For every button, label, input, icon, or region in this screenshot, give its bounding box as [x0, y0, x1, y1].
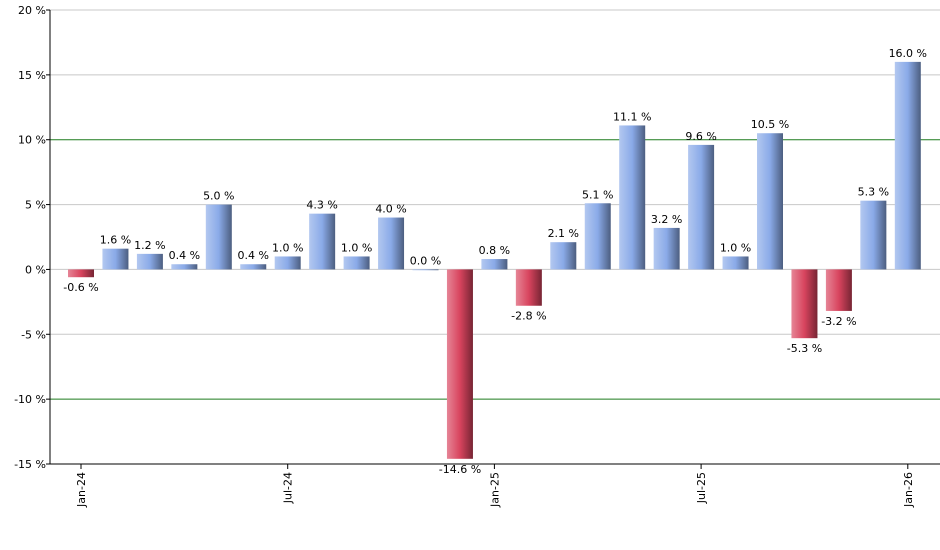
data-label: 4.3 %	[306, 199, 337, 212]
bar	[515, 269, 542, 306]
bar	[722, 256, 749, 270]
data-label: -0.6 %	[63, 281, 98, 294]
bar	[757, 133, 783, 270]
bar	[860, 200, 887, 270]
bar	[274, 256, 301, 270]
bar	[791, 269, 818, 339]
data-label: 0.0 %	[410, 254, 441, 267]
bar	[446, 269, 473, 459]
data-label: 1.2 %	[134, 239, 165, 252]
data-label: 9.6 %	[685, 130, 716, 143]
data-label: -2.8 %	[511, 310, 546, 323]
data-label: 3.2 %	[651, 213, 682, 226]
data-label: 1.0 %	[720, 241, 751, 254]
bar	[825, 269, 852, 311]
data-label: 10.5 %	[751, 118, 789, 131]
data-label: 0.4 %	[238, 249, 269, 262]
bar	[171, 264, 198, 270]
y-tick-label: -10 %	[14, 393, 46, 406]
data-label: 4.0 %	[375, 203, 406, 216]
data-label: 1.0 %	[341, 241, 372, 254]
bar	[653, 227, 680, 270]
y-tick-label: 10 %	[18, 134, 46, 147]
data-label: 1.6 %	[100, 234, 131, 247]
y-tick-label: 15 %	[18, 69, 46, 82]
bar	[378, 217, 405, 270]
y-tick-label: 20 %	[18, 4, 46, 17]
bar	[102, 248, 129, 270]
bar	[412, 269, 439, 271]
bar	[136, 253, 163, 270]
x-tick-label: Jul-25	[695, 472, 708, 504]
data-label: 1.0 %	[272, 241, 303, 254]
x-tick-label: Jan-25	[488, 472, 501, 508]
y-tick-label: -15 %	[14, 458, 46, 471]
bar	[68, 269, 94, 278]
data-label: 2.1 %	[548, 227, 579, 240]
data-label: 5.1 %	[582, 188, 613, 201]
data-label: 0.4 %	[169, 249, 200, 262]
bar	[309, 213, 336, 270]
bar	[550, 242, 577, 270]
data-label: 0.8 %	[479, 244, 510, 257]
bar	[619, 125, 646, 270]
bar	[481, 259, 508, 270]
x-tick-label: Jan-26	[902, 472, 915, 508]
bar	[894, 61, 921, 270]
x-tick-label: Jul-24	[282, 472, 295, 504]
bar	[343, 256, 370, 270]
bar	[240, 264, 267, 270]
bar	[205, 204, 232, 270]
data-label: 16.0 %	[889, 47, 927, 60]
data-label: -14.6 %	[439, 463, 481, 476]
data-label: 5.3 %	[858, 186, 889, 199]
bar	[688, 144, 715, 270]
bar	[584, 203, 611, 270]
y-tick-label: 5 %	[25, 199, 46, 212]
data-label: 5.0 %	[203, 190, 234, 203]
x-tick-label: Jan-24	[75, 472, 88, 508]
data-label: -5.3 %	[787, 342, 822, 355]
y-tick-label: 0 %	[25, 263, 46, 276]
data-label: -3.2 %	[821, 315, 856, 328]
y-tick-label: -5 %	[21, 328, 46, 341]
data-label: 11.1 %	[613, 110, 651, 123]
